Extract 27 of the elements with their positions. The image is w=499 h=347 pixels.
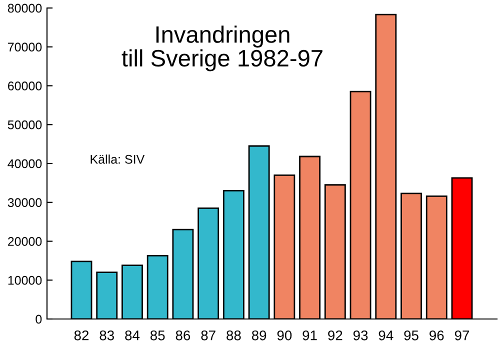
y-tick-label: 50000 xyxy=(8,120,42,130)
x-tick-label: 95 xyxy=(404,330,418,340)
x-tick-label: 83 xyxy=(100,330,114,340)
y-tick-label: 70000 xyxy=(8,42,42,52)
x-tick-label: 96 xyxy=(430,330,444,340)
x-tick-label: 82 xyxy=(74,330,89,340)
x-tick-label: 91 xyxy=(302,330,317,340)
x-tick-label: 88 xyxy=(226,330,241,340)
x-tick-label: 97 xyxy=(454,330,470,340)
y-tick-label: 60000 xyxy=(8,82,42,90)
x-tick-label: 92 xyxy=(328,330,342,340)
x-tick-label: 87 xyxy=(201,330,216,340)
annotation: Källa: SIV xyxy=(90,154,145,164)
y-tick-label: 20000 xyxy=(8,237,42,246)
x-tick-label: 86 xyxy=(176,330,190,340)
y-tick-label: 80000 xyxy=(8,4,42,13)
y-tick-label: 0 xyxy=(36,314,42,324)
x-tick-label: 90 xyxy=(277,330,292,340)
x-tick-label: 89 xyxy=(252,330,266,340)
x-tick-label: 85 xyxy=(150,330,165,340)
y-tick-label: 10000 xyxy=(8,276,42,285)
x-tick-label: 84 xyxy=(125,330,140,340)
x-tick-label: 93 xyxy=(353,330,368,340)
text: Invandringen till Sverige 1982-97 xyxy=(122,26,322,72)
y-tick-label: 40000 xyxy=(8,159,42,168)
y-tick-label: 30000 xyxy=(8,198,42,208)
x-tick-label: 94 xyxy=(378,330,394,340)
